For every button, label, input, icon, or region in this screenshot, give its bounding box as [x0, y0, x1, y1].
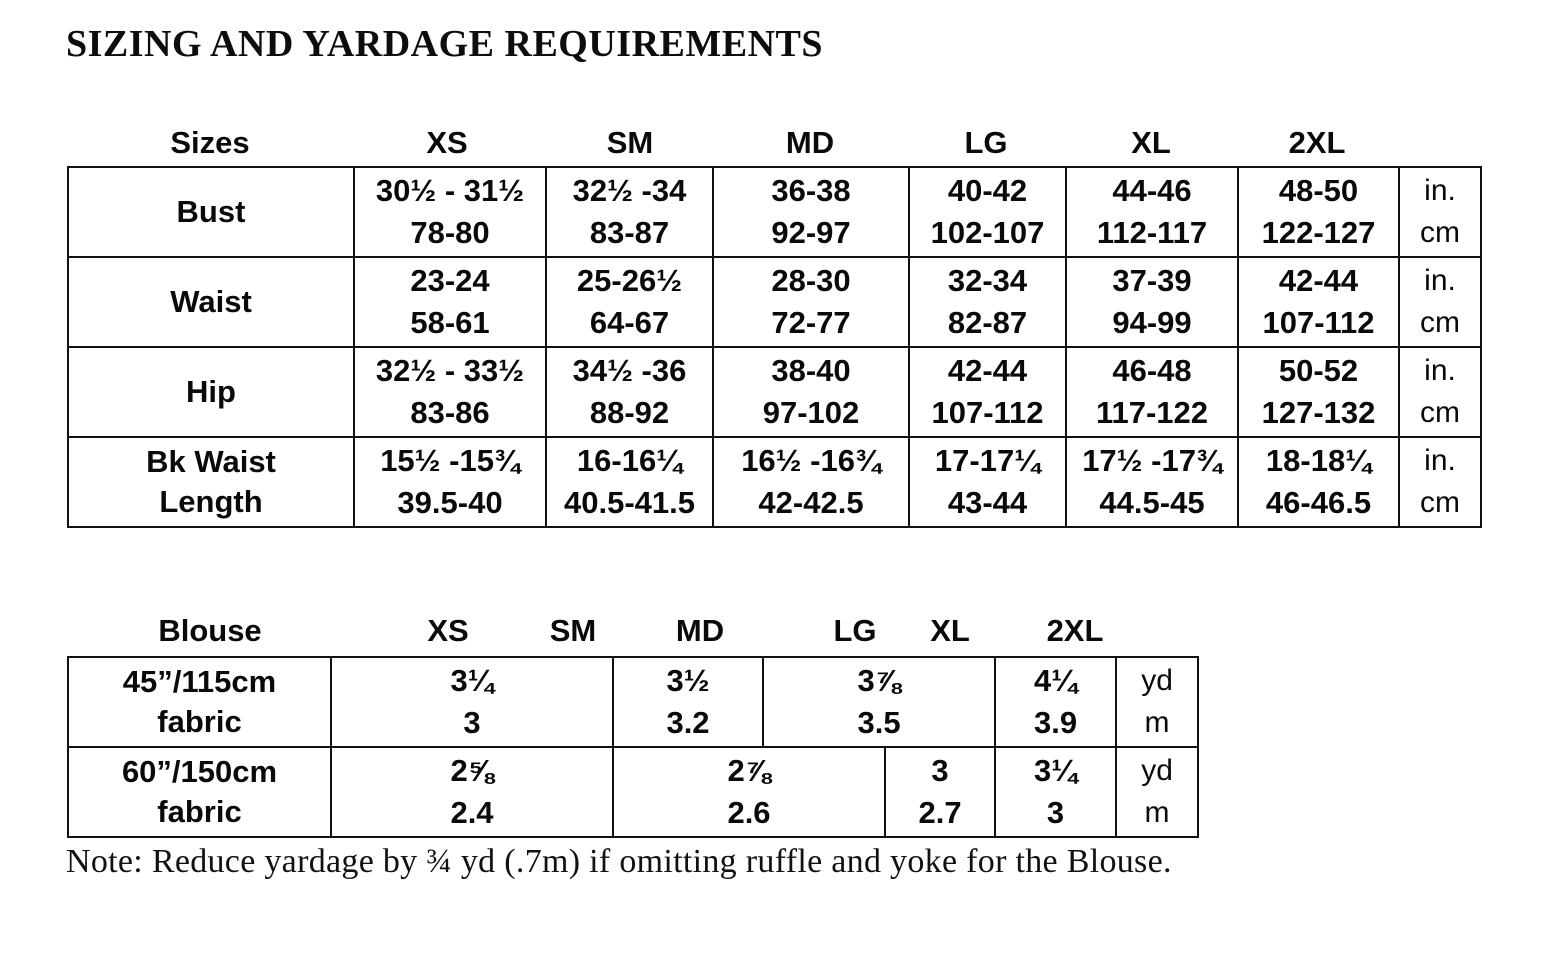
measurement-cell: 50-52 127-132 [1237, 346, 1400, 438]
blouse-table-header-row: Blouse XS SM MD LG XL 2XL [0, 612, 1550, 652]
measurement-cell: 32½ - 33½ 83-86 [353, 346, 547, 438]
sizing-table: Bust 30½ - 31½ 78-80 32½ -34 83-87 36-38 92… [67, 166, 1482, 528]
measurement-cell: 34½ -36 88-92 [545, 346, 714, 438]
hip-row: Hip 32½ - 33½ 83-86 34½ -36 88-92 38-40 97-… [67, 346, 1482, 438]
measurement-cell: 46-48 117-122 [1065, 346, 1239, 438]
yardage-cell-xs-sm: 2⅝ 2.4 [329, 746, 615, 838]
measurement-cell: 32½ -34 83-87 [545, 166, 714, 258]
measurement-cell: 40-42 102-107 [908, 166, 1067, 258]
measurement-cell: 18-18¼ 46-46.5 [1237, 436, 1400, 528]
unit-cell: in. cm [1398, 256, 1482, 348]
blouse-header-2xl: 2XL [1046, 613, 1104, 648]
row-label-45in-fabric: 45”/115cm fabric [67, 656, 332, 748]
unit-cell: in. cm [1398, 166, 1482, 258]
measurement-cell: 48-50 122-127 [1237, 166, 1400, 258]
yardage-note: Note: Reduce yardage by ¾ yd (.7m) if om… [66, 843, 1172, 880]
measurement-cell: 16-16¼ 40.5-41.5 [545, 436, 714, 528]
blouse-header-sm: SM [549, 613, 597, 648]
sizing-table-header-row: Sizes XS SM MD LG XL 2XL [0, 124, 1550, 164]
unit-cell: yd m [1115, 746, 1200, 838]
yardage-cell-2xl: 4¼ 3.9 [994, 656, 1118, 748]
measurement-cell: 23-24 58-61 [353, 256, 547, 348]
blouse-header-label: Blouse [158, 613, 262, 648]
row-label-60in-fabric: 60”/150cm fabric [67, 746, 332, 838]
measurement-cell: 38-40 97-102 [712, 346, 910, 438]
measurement-cell: 17½ -17¾ 44.5-45 [1065, 436, 1239, 528]
measurement-cell: 42-44 107-112 [908, 346, 1067, 438]
measurement-cell: 17-17¼ 43-44 [908, 436, 1067, 528]
fabric-45in-row: 45”/115cm fabric 3¼ 3 3½ 3.2 3⅞ 3.5 4¼ 3.9 yd… [67, 656, 1200, 748]
yardage-cell-md: 3½ 3.2 [612, 656, 765, 748]
measurement-cell: 25-26½ 64-67 [545, 256, 714, 348]
row-label-waist: Waist [67, 256, 355, 348]
unit-cell: in. cm [1398, 346, 1482, 438]
size-header-2xl: 2XL [1288, 125, 1346, 160]
size-header-sm: SM [606, 125, 654, 160]
blouse-header-xs: XS [427, 613, 469, 648]
yardage-cell-lg-xl: 3⅞ 3.5 [762, 656, 997, 748]
size-header-lg: LG [964, 125, 1008, 160]
yardage-cell-xs-sm: 3¼ 3 [329, 656, 615, 748]
yardage-cell-2xl: 3¼ 3 [994, 746, 1118, 838]
measurement-cell: 30½ - 31½ 78-80 [353, 166, 547, 258]
waist-row: Waist 23-24 58-61 25-26½ 64-67 28-30 72-77 … [67, 256, 1482, 348]
measurement-cell: 42-44 107-112 [1237, 256, 1400, 348]
measurement-cell: 16½ -16¾ 42-42.5 [712, 436, 910, 528]
blouse-yardage-table: 45”/115cm fabric 3¼ 3 3½ 3.2 3⅞ 3.5 4¼ 3.9 yd… [67, 656, 1200, 838]
measurement-cell: 32-34 82-87 [908, 256, 1067, 348]
page-title: SIZING AND YARDAGE REQUIREMENTS [66, 23, 824, 65]
unit-cell: yd m [1115, 656, 1200, 748]
blouse-header-md: MD [675, 613, 725, 648]
unit-cell: in. cm [1398, 436, 1482, 528]
size-header-md: MD [785, 125, 835, 160]
measurement-cell: 37-39 94-99 [1065, 256, 1239, 348]
row-label-back-waist-length: Bk Waist Length [67, 436, 355, 528]
fabric-60in-row: 60”/150cm fabric 2⅝ 2.4 2⅞ 2.6 3 2.7 3¼ 3 yd m [67, 746, 1200, 838]
back-waist-length-row: Bk Waist Length 15½ -15¾ 39.5-40 16-16¼ 40.… [67, 436, 1482, 528]
size-header-xs: XS [426, 125, 468, 160]
sizes-header-label: Sizes [170, 125, 250, 160]
row-label-bust: Bust [67, 166, 355, 258]
yardage-cell-md-lg: 2⅞ 2.6 [612, 746, 887, 838]
measurement-cell: 44-46 112-117 [1065, 166, 1239, 258]
blouse-header-lg: LG [833, 613, 877, 648]
measurement-cell: 15½ -15¾ 39.5-40 [353, 436, 547, 528]
yardage-cell-xl: 3 2.7 [884, 746, 997, 838]
measurement-cell: 36-38 92-97 [712, 166, 910, 258]
measurement-cell: 28-30 72-77 [712, 256, 910, 348]
bust-row: Bust 30½ - 31½ 78-80 32½ -34 83-87 36-38 92… [67, 166, 1482, 258]
size-header-xl: XL [1131, 125, 1171, 160]
row-label-hip: Hip [67, 346, 355, 438]
blouse-header-xl: XL [930, 613, 970, 648]
